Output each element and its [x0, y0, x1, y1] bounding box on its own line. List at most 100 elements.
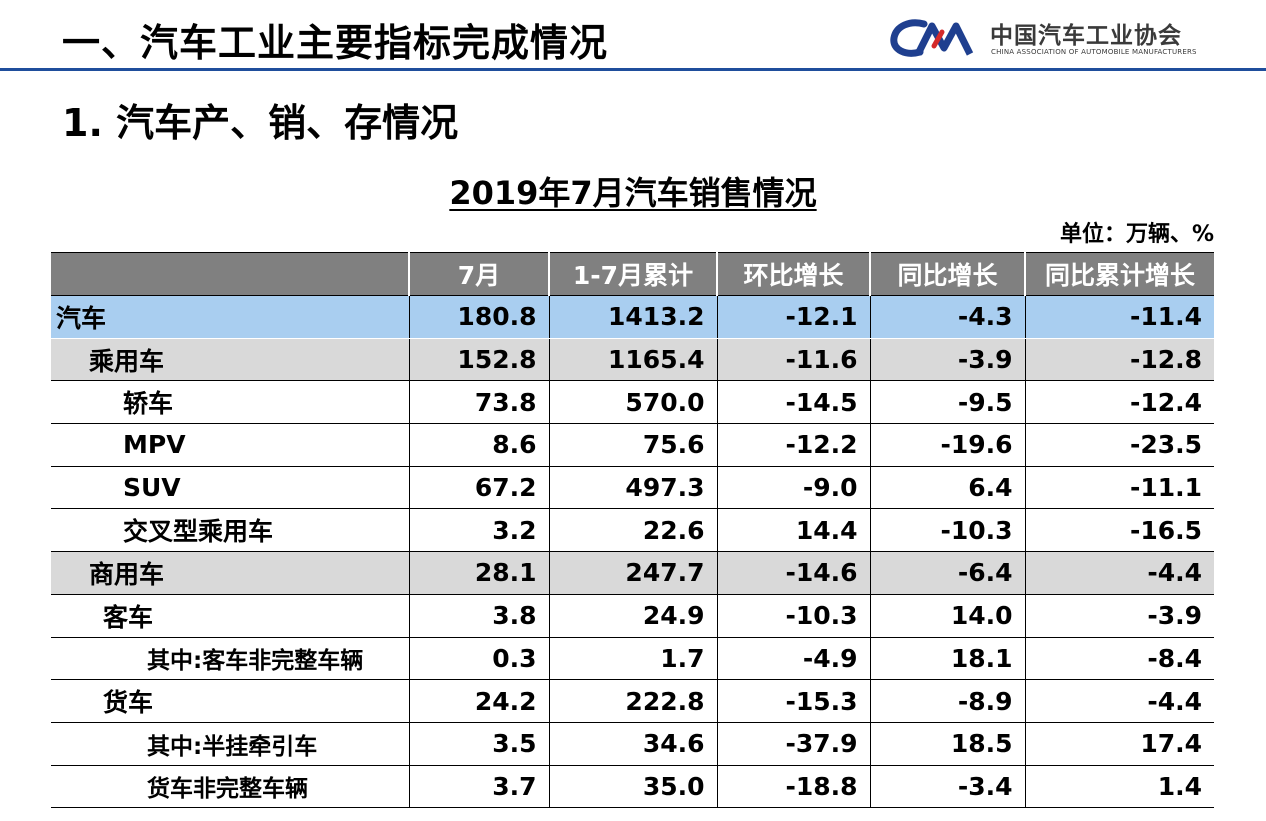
- cell-value: -19.6: [869, 423, 1025, 467]
- row-label: 其中:半挂牵引车: [51, 722, 409, 766]
- column-header-ytd: 1-7月累计: [549, 252, 718, 296]
- cell-value: 75.6: [548, 423, 717, 467]
- cell-value: 222.8: [548, 679, 717, 723]
- cell-value: 67.2: [408, 466, 549, 510]
- table-row: 汽车 180.8 1413.2 -12.1 -4.3 -11.4: [51, 295, 1214, 339]
- cell-value: -10.3: [869, 508, 1025, 553]
- cell-value: 34.6: [548, 722, 717, 766]
- table-header-row: 7月 1-7月累计 环比增长 同比增长 同比累计增长: [51, 252, 1214, 296]
- table-row: 其中:半挂牵引车 3.5 34.6 -37.9 18.5 17.4: [51, 722, 1214, 766]
- row-label: 货车: [51, 679, 409, 723]
- cell-value: -11.1: [1024, 466, 1214, 510]
- cell-value: -8.4: [1024, 637, 1214, 681]
- cell-value: 497.3: [548, 466, 717, 510]
- cell-value: -4.4: [1024, 551, 1214, 595]
- row-label: 货车非完整车辆: [51, 765, 409, 809]
- table-row: 商用车 28.1 247.7 -14.6 -6.4 -4.4: [51, 551, 1214, 595]
- cell-value: -3.9: [869, 338, 1025, 382]
- column-header-name: [51, 252, 410, 296]
- cell-value: -18.8: [716, 765, 870, 809]
- logo-chinese-name: 中国汽车工业协会: [990, 23, 1182, 49]
- cell-value: -14.5: [716, 380, 870, 425]
- sales-table: 7月 1-7月累计 环比增长 同比增长 同比累计增长 汽车 180.8 1413…: [51, 252, 1214, 809]
- column-header-mom: 环比增长: [717, 252, 871, 296]
- column-header-month: 7月: [409, 252, 550, 296]
- cell-value: 3.2: [408, 508, 549, 553]
- cell-value: -4.9: [716, 637, 870, 681]
- header-divider: [0, 68, 1266, 71]
- cell-value: -10.3: [716, 594, 870, 638]
- cell-value: 152.8: [408, 338, 549, 382]
- cell-value: 3.7: [408, 765, 549, 809]
- cell-value: -14.6: [716, 551, 870, 595]
- cell-value: -23.5: [1024, 423, 1214, 467]
- table-row: 交叉型乘用车 3.2 22.6 14.4 -10.3 -16.5: [51, 508, 1214, 553]
- row-label: 其中:客车非完整车辆: [51, 637, 409, 681]
- page-title: 一、汽车工业主要指标完成情况: [62, 21, 609, 65]
- cell-value: 22.6: [548, 508, 717, 553]
- cell-value: -9.0: [716, 466, 870, 510]
- cell-value: -12.1: [716, 295, 870, 339]
- cell-value: 6.4: [869, 466, 1025, 510]
- row-label: 交叉型乘用车: [51, 508, 409, 553]
- table-row: 货车非完整车辆 3.7 35.0 -18.8 -3.4 1.4: [51, 765, 1214, 809]
- row-label: 客车: [51, 594, 409, 638]
- table-title: 2019年7月汽车销售情况: [0, 168, 1266, 214]
- cell-value: -3.9: [1024, 594, 1214, 638]
- cell-value: 1.7: [548, 637, 717, 681]
- unit-label: 单位：万辆、%: [1059, 222, 1214, 247]
- cell-value: 73.8: [408, 380, 549, 425]
- cell-value: -37.9: [716, 722, 870, 766]
- cell-value: 247.7: [548, 551, 717, 595]
- cell-value: 24.9: [548, 594, 717, 638]
- cell-value: 18.5: [869, 722, 1025, 766]
- cell-value: -12.8: [1024, 338, 1214, 382]
- row-label: MPV: [51, 423, 409, 467]
- caam-logo: 中国汽车工业协会 CHINA ASSOCIATION OF AUTOMOBILE…: [890, 14, 1220, 62]
- cell-value: 570.0: [548, 380, 717, 425]
- cell-value: 1.4: [1024, 765, 1214, 809]
- table-row: 客车 3.8 24.9 -10.3 14.0 -3.9: [51, 594, 1214, 638]
- cell-value: -11.4: [1024, 295, 1214, 339]
- cell-value: 1165.4: [548, 338, 717, 382]
- table-title-text: 2019年7月汽车销售情况: [449, 174, 817, 212]
- cell-value: 14.4: [716, 508, 870, 553]
- cell-value: -12.4: [1024, 380, 1214, 425]
- table-row: 乘用车 152.8 1165.4 -11.6 -3.9 -12.8: [51, 338, 1214, 382]
- cell-value: -12.2: [716, 423, 870, 467]
- column-header-yoy: 同比增长: [870, 252, 1026, 296]
- row-label: 轿车: [51, 380, 409, 425]
- cell-value: 1413.2: [548, 295, 717, 339]
- table-row: SUV 67.2 497.3 -9.0 6.4 -11.1: [51, 466, 1214, 510]
- cell-value: 28.1: [408, 551, 549, 595]
- cell-value: -16.5: [1024, 508, 1214, 553]
- table-row: 轿车 73.8 570.0 -14.5 -9.5 -12.4: [51, 380, 1214, 425]
- table-row: MPV 8.6 75.6 -12.2 -19.6 -23.5: [51, 423, 1214, 467]
- section-subtitle: 1. 汽车产、销、存情况: [62, 101, 459, 145]
- cell-value: 17.4: [1024, 722, 1214, 766]
- cell-value: 14.0: [869, 594, 1025, 638]
- row-label: 商用车: [51, 551, 409, 595]
- row-label: SUV: [51, 466, 409, 510]
- cell-value: -4.4: [1024, 679, 1214, 723]
- cell-value: -9.5: [869, 380, 1025, 425]
- cell-value: 35.0: [548, 765, 717, 809]
- cell-value: -8.9: [869, 679, 1025, 723]
- logo-english-name: CHINA ASSOCIATION OF AUTOMOBILE MANUFACT…: [991, 48, 1197, 56]
- cell-value: 0.3: [408, 637, 549, 681]
- caam-logo-icon: [890, 19, 974, 57]
- row-label: 汽车: [51, 295, 409, 339]
- cell-value: -3.4: [869, 765, 1025, 809]
- cell-value: -6.4: [869, 551, 1025, 595]
- cell-value: 18.1: [869, 637, 1025, 681]
- cell-value: -11.6: [716, 338, 870, 382]
- cell-value: -15.3: [716, 679, 870, 723]
- column-header-yoy-ytd: 同比累计增长: [1025, 252, 1214, 296]
- cell-value: 3.5: [408, 722, 549, 766]
- row-label: 乘用车: [51, 338, 409, 382]
- table-row: 其中:客车非完整车辆 0.3 1.7 -4.9 18.1 -8.4: [51, 637, 1214, 681]
- cell-value: 180.8: [408, 295, 549, 339]
- cell-value: 24.2: [408, 679, 549, 723]
- cell-value: 3.8: [408, 594, 549, 638]
- table-row: 货车 24.2 222.8 -15.3 -8.9 -4.4: [51, 679, 1214, 723]
